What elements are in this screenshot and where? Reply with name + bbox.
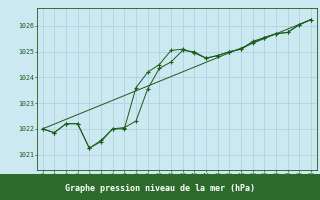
Text: Graphe pression niveau de la mer (hPa): Graphe pression niveau de la mer (hPa) [65, 184, 255, 193]
